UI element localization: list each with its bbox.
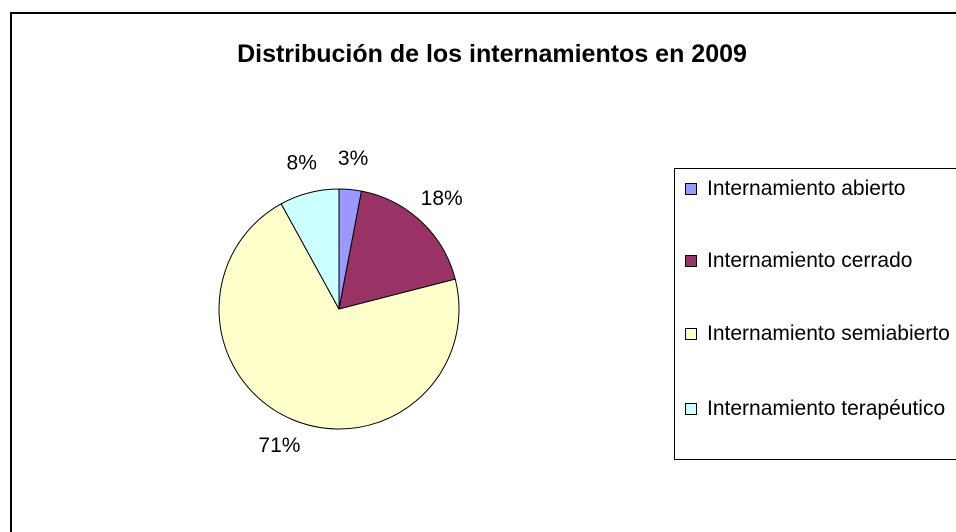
chart-frame [10,12,956,532]
data-label: 71% [258,434,300,457]
legend-item: Internamiento semiabierto [685,318,950,350]
legend-label: Internamiento abierto [707,177,906,200]
chart-title: Distribución de los internamientos en 20… [237,40,747,68]
pie-slice [280,188,340,310]
pie-slice [338,190,456,310]
legend-swatch [685,403,697,415]
page: {"chart_data": {"type": "pie", "title": … [10,12,956,532]
legend-item: Internamiento terapéutico [685,393,947,425]
pie-slice [218,203,460,430]
legend-item: Internamiento abierto [685,173,947,205]
legend: Internamiento abierto Internamiento cerra… [674,168,956,460]
data-label: 8% [287,151,317,174]
data-label: 18% [421,187,463,210]
legend-swatch [685,255,697,267]
legend-label: Internamiento cerrado [707,249,913,272]
legend-label: Internamiento terapéutico [707,397,946,420]
legend-label: Internamiento semiabierto [707,322,950,345]
legend-item: Internamiento cerrado [685,245,947,277]
legend-swatch [685,183,697,195]
data-label: 3% [338,147,368,170]
legend-swatch [685,328,697,340]
chart: Distribución de los internamientos en 20… [218,40,747,457]
